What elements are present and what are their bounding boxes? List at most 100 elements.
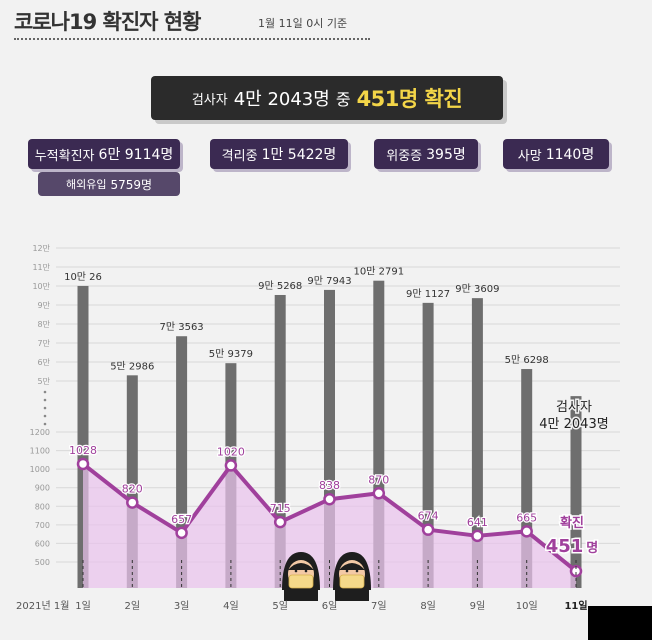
tested-bar <box>77 285 89 588</box>
x-tick-label: 7일 <box>371 600 387 612</box>
confirmed-point <box>224 459 238 472</box>
last-tested-value: 4만 2043명 <box>539 417 608 432</box>
page-title: 코로나19 확진자 현황 <box>14 10 201 34</box>
confirmed-value-label: 870 <box>368 473 389 486</box>
fringe <box>288 563 314 570</box>
masked-person-icon <box>282 552 320 601</box>
tested-bar <box>471 298 483 588</box>
x-tick-label: 3일 <box>174 600 190 612</box>
confirmed-point <box>520 525 533 538</box>
tested-bar <box>324 289 335 588</box>
tested-value-label: 9만 7943 <box>307 275 351 287</box>
axis-break-dot <box>43 422 47 426</box>
y-tick-label: 8만 <box>38 320 51 329</box>
confirmed-area-fill <box>83 463 576 588</box>
axis-break-dot <box>43 390 47 394</box>
tested-bar <box>176 336 188 588</box>
confirmed-point <box>273 515 287 529</box>
confirmed-value-label: 665 <box>516 511 537 524</box>
title-underline <box>14 38 370 40</box>
axis-break-dot <box>43 406 47 410</box>
y-tick-label: 11만 <box>32 263 50 272</box>
stat-deaths: 사망 1140명 <box>503 139 609 169</box>
confirmed-point <box>471 529 484 543</box>
tested-bar <box>373 280 385 588</box>
tested-value-label: 7만 3563 <box>159 321 203 333</box>
confirmed-point <box>323 492 336 506</box>
redaction-box <box>588 606 652 640</box>
stat-deaths-value: 1140명 <box>545 147 595 163</box>
value-labels: 10만 26 5만 2986 7만 3563 5만 9379 9만 5268 9만 794… <box>64 266 549 530</box>
y-tick-label: 700 <box>35 521 50 530</box>
masked-person-icon <box>333 552 371 601</box>
stat-isolated-label: 격리중 <box>221 148 258 164</box>
tested-bar <box>274 294 286 588</box>
confirmed-value-label: 641 <box>467 516 488 529</box>
stat-overseas-label: 해외유입 <box>65 178 107 191</box>
y-tick-label: 600 <box>35 539 50 548</box>
confirmed-point <box>76 457 90 471</box>
y-axis: 5만 6만 7만 8만 9만 10만 11만 12만 500 600 700 800 900 1000 11… <box>30 244 51 567</box>
x-axis: 2021년 1월 1일 2일 3일 4일 5일 6일 7일 8일 9일 10일 11일 <box>16 560 588 612</box>
eye <box>304 569 308 573</box>
x-tick-label: 2일 <box>125 600 141 612</box>
y-tick-label: 1200 <box>30 428 50 437</box>
last-confirmed-value: 451 명 <box>546 536 599 557</box>
stat-cumulative-value: 6만 9114명 <box>98 147 174 163</box>
confirmed-line <box>76 457 583 578</box>
confirmed-summary: 451명 확진 <box>356 87 463 111</box>
connector-text: 중 <box>335 90 351 109</box>
y-tick-label: 500 <box>35 558 50 567</box>
confirmed-point <box>372 487 386 500</box>
axis-break-dot <box>43 398 47 402</box>
confirmed-value-label: 1028 <box>69 444 97 457</box>
y-tick-label: 10만 <box>32 282 50 291</box>
mask <box>288 574 314 589</box>
stat-critical-value: 395명 <box>426 147 466 163</box>
mask <box>339 574 365 589</box>
x-tick-label: 11일 <box>564 599 587 612</box>
tested-summary-box: 검사자 4만 2043명 중 451명 확진 <box>151 76 503 120</box>
last-confirmed-label: 확진 <box>560 515 584 531</box>
x-tick-label: 5일 <box>272 600 288 612</box>
body <box>335 589 369 601</box>
x-axis-year-label: 2021년 1월 <box>16 600 69 612</box>
tested-value-label: 9만 1127 <box>406 288 450 300</box>
tested-bar <box>570 396 582 588</box>
tested-value-label: 5만 6298 <box>505 354 549 366</box>
page-subtitle: 1월 11일 0시 기준 <box>258 17 348 30</box>
eye <box>355 569 359 573</box>
last-confirmed-unit: 명 <box>586 540 598 556</box>
body <box>284 589 318 601</box>
tested-value-label: 5만 2986 <box>110 360 154 372</box>
tested-value-label: 9만 5268 <box>258 280 302 292</box>
confirmed-area <box>83 463 576 588</box>
eye <box>294 569 298 573</box>
confirmed-point <box>126 496 139 509</box>
confirmed-value-label: 657 <box>171 513 192 526</box>
stat-critical-label: 위중증 <box>386 148 423 164</box>
confirmed-point <box>421 523 435 536</box>
y-tick-label: 7만 <box>38 339 51 348</box>
y-tick-label: 6만 <box>38 358 51 367</box>
tested-value-label: 9만 3609 <box>455 283 499 295</box>
confirmed-value-label: 715 <box>270 502 291 515</box>
y-tick-label: 12만 <box>32 244 50 253</box>
y-tick-label: 900 <box>35 484 50 493</box>
y-tick-label: 9만 <box>38 301 51 310</box>
y-tick-label: 5만 <box>38 377 51 386</box>
x-tick-label: 10일 <box>516 600 538 612</box>
tested-value-label: 5만 9379 <box>209 348 253 360</box>
confirmed-value-label: 820 <box>122 483 143 496</box>
stat-overseas-value: 5759명 <box>110 177 153 192</box>
confirmed-value-label: 1020 <box>217 445 245 458</box>
x-tick-label: 4일 <box>223 600 239 612</box>
tested-value-label: 10만 2791 <box>354 266 405 278</box>
x-tick-label: 8일 <box>420 600 436 612</box>
x-tick-label: 1일 <box>75 600 91 612</box>
mask-illustrations <box>282 552 371 601</box>
y-tick-label: 1000 <box>30 465 50 474</box>
last-confirmed-number: 451 <box>546 536 584 557</box>
confirmed-value-label: 674 <box>418 510 439 523</box>
